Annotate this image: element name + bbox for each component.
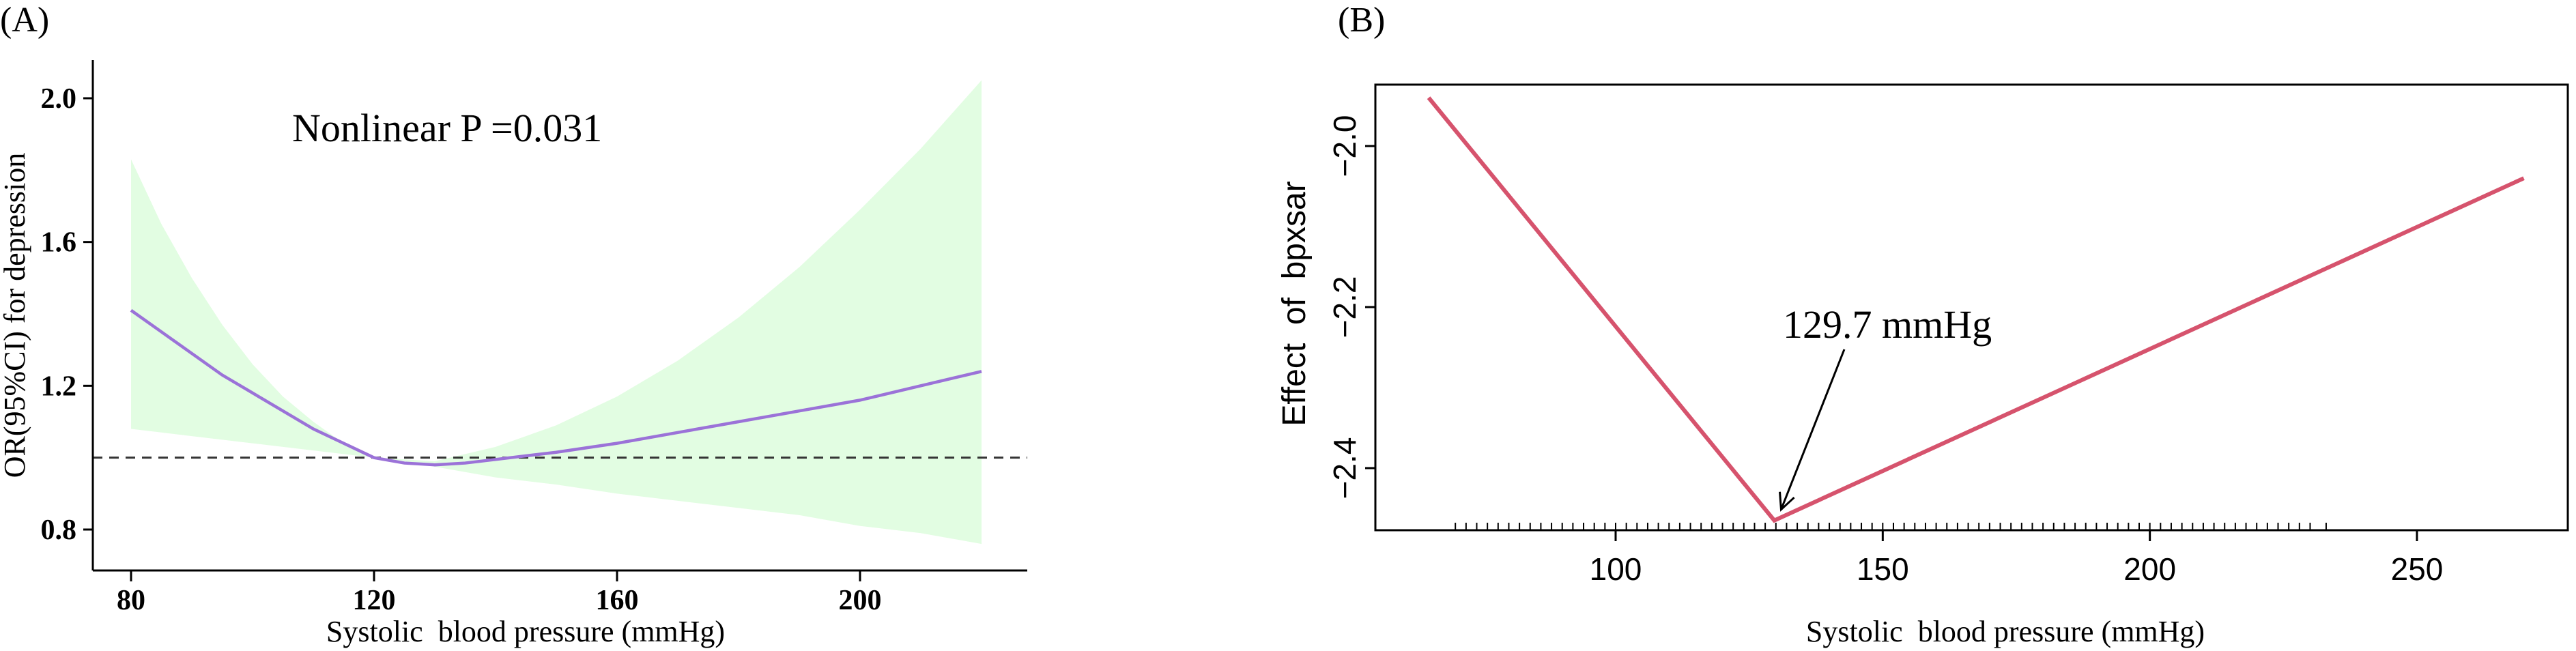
panel-b-y-tick-label: −2.0: [1327, 115, 1362, 177]
panel-b-y-axis-label: Effect of bpxsar: [1276, 181, 1313, 426]
panel-a-ci-band: [131, 80, 982, 545]
panel-a-y-tick-label: 1.6: [41, 227, 77, 259]
panel-a-y-tick-label: 1.2: [41, 371, 77, 402]
panel-b-x-axis-label: Systolic blood pressure (mmHg): [1806, 615, 2205, 648]
panel-b-x-tick-label: 200: [2123, 551, 2176, 587]
panel-b-x-tick-label: 150: [1857, 551, 1909, 587]
panel-b-annotation-arrowhead: [1779, 491, 1795, 512]
panel-a-x-ticks: 80 120 160 200: [117, 570, 882, 616]
panel-a-y-axis-label: OR(95%CI) for depression: [0, 153, 31, 478]
panel-a-x-axis-label: Systolic blood pressure (mmHg): [326, 615, 725, 648]
panel-b-x-ticks: 100 150 200 250: [1590, 530, 2444, 587]
panel-b-y-tick-label: −2.2: [1327, 276, 1362, 338]
panel-a-y-tick-label: 2.0: [41, 83, 77, 115]
panel-a-y-tick-label: 0.8: [41, 515, 77, 546]
panel-a-y-ticks: 0.8 1.2 1.6 2.0: [41, 83, 93, 546]
panel-a-x-tick-label: 120: [353, 585, 396, 616]
panel-a: (A) 0.8 1.2 1.6 2.0 80 120 160 200 Nonlinear P…: [0, 1, 1027, 648]
panel-b-effect-line: [1427, 96, 2525, 523]
panel-b-y-tick-label: −2.4: [1327, 437, 1362, 500]
panel-a-or-curve: [130, 308, 982, 467]
panel-a-annotation: Nonlinear P =0.031: [292, 106, 602, 150]
panel-b-annotation: 129.7 mmHg: [1783, 302, 1992, 347]
panel-b: (B) −2.4 −2.2 −2.0 100 150 200 250 129.7 mmHg…: [1276, 1, 2569, 648]
panel-b-annotation-arrow: [1780, 349, 1846, 510]
panel-b-y-ticks: −2.4 −2.2 −2.0: [1327, 115, 1375, 500]
panel-b-x-tick-label: 100: [1590, 551, 1642, 587]
panel-a-x-tick-label: 160: [596, 585, 639, 616]
panel-a-x-tick-label: 200: [839, 585, 882, 616]
panel-b-rug-marks: [1455, 523, 2327, 530]
panel-b-label: (B): [1338, 1, 1385, 40]
panel-b-x-tick-label: 250: [2391, 551, 2444, 587]
panel-a-label: (A): [0, 1, 49, 40]
panel-a-x-tick-label: 80: [117, 585, 145, 616]
